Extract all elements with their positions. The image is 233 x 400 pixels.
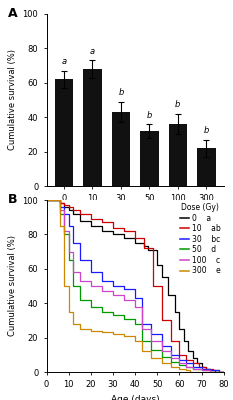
Text: b: b [147, 111, 152, 120]
Bar [83, 69, 102, 186]
Text: B: B [8, 193, 17, 206]
Legend: 0    a, 10    ab, 30    bc, 50    d, 100    c, 300    e: 0 a, 10 ab, 30 bc, 50 d, 100 c, 300 e [178, 202, 222, 277]
Bar [55, 79, 73, 186]
Bar [169, 124, 187, 186]
Text: b: b [204, 126, 209, 135]
Text: b: b [118, 88, 123, 98]
Bar [140, 131, 159, 186]
Text: a: a [90, 47, 95, 56]
X-axis label: Age (days): Age (days) [111, 395, 159, 400]
Text: A: A [8, 7, 17, 20]
X-axis label: Dose (Gy): Dose (Gy) [113, 209, 158, 218]
Y-axis label: Cumulative survival (%): Cumulative survival (%) [8, 50, 17, 150]
Y-axis label: Cumulative survival (%): Cumulative survival (%) [8, 236, 17, 336]
Text: a: a [61, 58, 66, 66]
Text: b: b [175, 100, 181, 110]
Bar [197, 148, 216, 186]
Bar [112, 112, 130, 186]
